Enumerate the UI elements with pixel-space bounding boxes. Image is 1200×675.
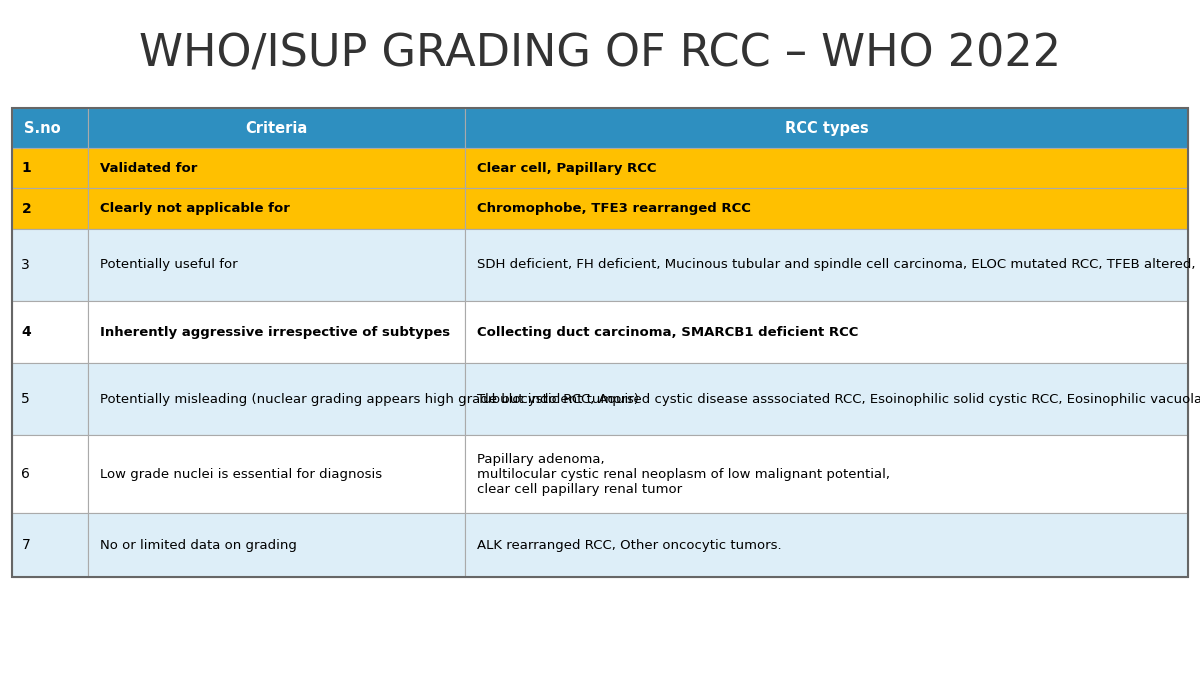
Text: Potentially misleading (nuclear grading appears high grade but indolent tumors): Potentially misleading (nuclear grading …	[101, 393, 640, 406]
Text: Inherently aggressive irrespective of subtypes: Inherently aggressive irrespective of su…	[101, 325, 450, 338]
Text: 7: 7	[22, 538, 30, 552]
FancyBboxPatch shape	[89, 229, 464, 301]
Text: SDH deficient, FH deficient, Mucinous tubular and spindle cell carcinoma, ELOC m: SDH deficient, FH deficient, Mucinous tu…	[476, 259, 1200, 271]
FancyBboxPatch shape	[464, 513, 1188, 578]
Text: Low grade nuclei is essential for diagnosis: Low grade nuclei is essential for diagno…	[101, 468, 383, 481]
FancyBboxPatch shape	[464, 363, 1188, 435]
Text: ALK rearranged RCC, Other oncocytic tumors.: ALK rearranged RCC, Other oncocytic tumo…	[476, 539, 781, 551]
FancyBboxPatch shape	[464, 188, 1188, 229]
FancyBboxPatch shape	[12, 301, 89, 363]
Text: Chromophobe, TFE3 rearranged RCC: Chromophobe, TFE3 rearranged RCC	[476, 202, 750, 215]
Text: Papillary adenoma,
multilocular cystic renal neoplasm of low malignant potential: Papillary adenoma, multilocular cystic r…	[476, 453, 889, 495]
FancyBboxPatch shape	[12, 188, 89, 229]
FancyBboxPatch shape	[12, 435, 89, 513]
FancyBboxPatch shape	[12, 229, 89, 301]
Text: Potentially useful for: Potentially useful for	[101, 259, 238, 271]
FancyBboxPatch shape	[89, 188, 464, 229]
FancyBboxPatch shape	[464, 108, 1188, 148]
Text: 2: 2	[22, 202, 31, 215]
Text: WHO/ISUP GRADING OF RCC – WHO 2022: WHO/ISUP GRADING OF RCC – WHO 2022	[139, 32, 1061, 76]
Text: Clearly not applicable for: Clearly not applicable for	[101, 202, 290, 215]
FancyBboxPatch shape	[464, 229, 1188, 301]
FancyBboxPatch shape	[89, 435, 464, 513]
FancyBboxPatch shape	[89, 301, 464, 363]
FancyBboxPatch shape	[89, 513, 464, 578]
Text: 11: 11	[1148, 647, 1164, 659]
Text: S.no: S.no	[24, 121, 60, 136]
Text: DR. SIVARANJANI.S: DR. SIVARANJANI.S	[541, 647, 659, 659]
Text: 4: 4	[22, 325, 31, 339]
Text: 5: 5	[22, 392, 30, 406]
Text: RCC types: RCC types	[785, 121, 869, 136]
FancyBboxPatch shape	[12, 148, 89, 188]
Text: 3: 3	[22, 258, 30, 272]
FancyBboxPatch shape	[12, 108, 89, 148]
FancyBboxPatch shape	[464, 148, 1188, 188]
Text: 1: 1	[22, 161, 31, 176]
Text: Collecting duct carcinoma, SMARCB1 deficient RCC: Collecting duct carcinoma, SMARCB1 defic…	[476, 325, 858, 338]
Text: Criteria: Criteria	[246, 121, 307, 136]
FancyBboxPatch shape	[464, 301, 1188, 363]
Text: Validated for: Validated for	[101, 162, 198, 175]
Text: 6: 6	[22, 467, 30, 481]
FancyBboxPatch shape	[89, 148, 464, 188]
FancyBboxPatch shape	[12, 513, 89, 578]
FancyBboxPatch shape	[89, 363, 464, 435]
FancyBboxPatch shape	[464, 435, 1188, 513]
FancyBboxPatch shape	[89, 108, 464, 148]
Text: Clear cell, Papillary RCC: Clear cell, Papillary RCC	[476, 162, 656, 175]
Text: Tubulocystic RCC, Aquired cystic disease asssociated RCC, Esoinophilic solid cys: Tubulocystic RCC, Aquired cystic disease…	[476, 393, 1200, 406]
Text: No or limited data on grading: No or limited data on grading	[101, 539, 298, 551]
FancyBboxPatch shape	[12, 363, 89, 435]
